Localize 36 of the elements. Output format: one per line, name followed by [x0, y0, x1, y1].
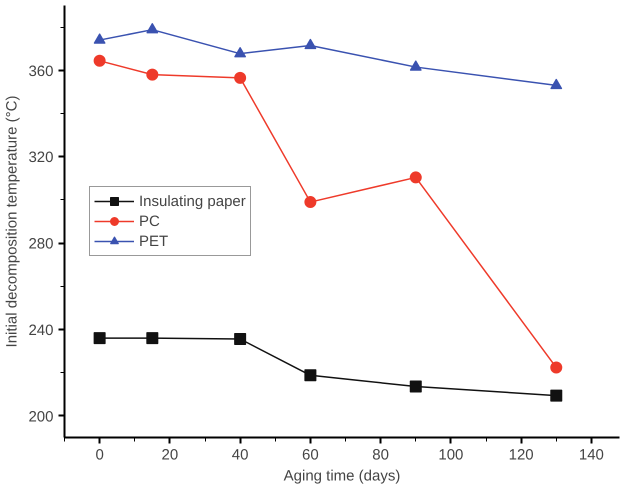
y-tick-label: 200 [28, 408, 54, 426]
point [94, 54, 106, 67]
y-tick-label: 280 [28, 236, 54, 253]
point [234, 333, 246, 346]
y-tick-label: 240 [28, 322, 54, 339]
legend-label: PET [139, 232, 168, 250]
point [550, 390, 562, 402]
point [410, 380, 422, 393]
x-tick-label: 120 [508, 446, 534, 464]
y-axis-title: Initial decomposition temperature (°C) [3, 96, 20, 348]
x-axis-title: Aging time (days) [284, 468, 400, 484]
point [234, 46, 246, 58]
point [94, 332, 106, 344]
x-tick-label: 20 [162, 446, 178, 464]
point [146, 22, 158, 34]
y-tick-label: 360 [28, 62, 54, 80]
point [304, 369, 316, 382]
point [146, 332, 158, 344]
point [234, 72, 246, 84]
x-tick-label: 0 [95, 446, 104, 464]
x-tick-label: 60 [302, 446, 319, 464]
legend-label: PC [139, 212, 160, 230]
point [550, 362, 562, 374]
point [550, 78, 562, 90]
x-tick-label: 140 [578, 446, 604, 464]
point [304, 38, 316, 50]
point [304, 196, 316, 208]
legend-label: Insulating paper [139, 192, 246, 210]
point [94, 33, 106, 44]
x-tick-label: 80 [372, 446, 389, 464]
x-tick-label: 100 [438, 446, 464, 464]
point [410, 171, 422, 184]
y-tick-label: 320 [28, 149, 54, 166]
point [410, 60, 422, 71]
point [146, 68, 158, 81]
x-tick-label: 40 [232, 446, 248, 464]
